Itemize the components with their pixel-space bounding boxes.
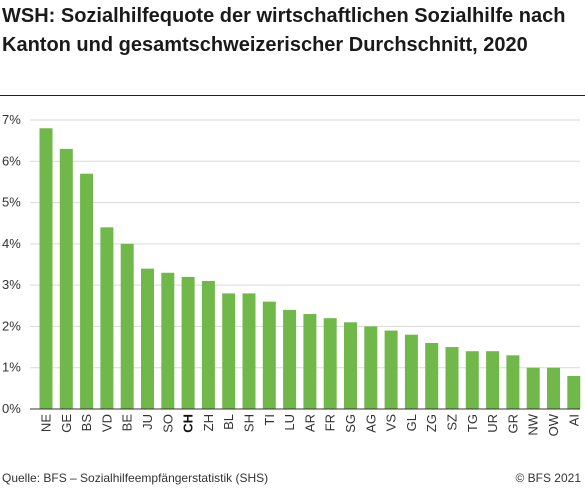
y-tick-label: 6% [2,153,21,168]
bar-bs [80,173,94,409]
x-tick-label: GE [59,414,74,433]
x-tick-label: AR [302,414,317,432]
x-tick-label: GR [505,414,520,434]
x-tick-label: UR [485,414,500,433]
x-tick-label: TG [465,414,480,432]
x-tick-label: JU [140,414,155,430]
bar-fr [323,318,337,409]
x-tick-label: LU [282,414,297,431]
copyright-note: © BFS 2021 [515,471,581,485]
x-tick-label: OW [546,413,561,436]
bar-ti [262,301,276,409]
x-tick-label: AG [363,414,378,433]
bar-ur [486,351,500,409]
x-tick-label: VD [99,414,114,432]
bar-sh [242,293,256,409]
bar-ar [303,314,317,409]
bar-ch [181,276,195,409]
y-tick-label: 7% [2,112,21,127]
x-tick-label: BL [221,414,236,430]
bar-vs [384,330,398,409]
bar-ge [59,148,73,409]
bar-sg [344,322,357,409]
labels: 0% 1% 2% 3% 4% 5% 6% 7% NE GE BS VD BE JU SO CH ZH BL SH TI… [2,112,581,436]
bar-be [120,243,134,409]
bar-zh [201,281,215,409]
bar-lu [283,309,297,409]
bar-gr [506,355,520,409]
y-tick-label: 4% [2,236,21,251]
x-tick-label: BS [79,414,94,432]
x-tick-label: AI [566,414,581,426]
y-tick-label: 0% [2,401,21,416]
x-tick-label: FR [323,414,338,431]
x-tick-label: SG [343,414,358,433]
bar-ju [141,268,154,409]
x-tick-label: BE [120,414,135,432]
chart-title: WSH: Sozialhilfequote der wirtschaftlich… [2,5,566,56]
bar-sz [445,347,459,409]
x-tick-label: SH [242,414,257,432]
x-tick-label: VS [384,414,399,432]
x-tick-label: TI [262,414,277,426]
bar-ne [39,128,53,409]
y-tick-label: 2% [2,318,21,333]
bar-ow [547,367,560,409]
bar-ag [364,326,378,409]
x-tick-label: ZG [424,414,439,432]
bars [39,128,581,409]
x-tick-label: NE [39,414,54,432]
x-tick-label: GL [404,414,419,431]
bar-vd [100,227,114,409]
x-tick-label: ZH [201,414,216,431]
bar-gl [404,334,418,409]
bar-tg [465,351,479,409]
bar-so [161,272,175,409]
x-tick-label: CH [181,414,196,433]
title-divider [0,95,585,96]
bar-nw [526,367,540,409]
y-tick-label: 1% [2,360,21,375]
x-tick-label: SO [160,414,175,433]
bar-ai [567,375,581,409]
source-note: Quelle: BFS – Sozialhilfeempfängerstatis… [2,471,269,485]
x-tick-label: NW [526,413,541,435]
x-tick-label: SZ [445,414,460,431]
bar-zg [425,342,439,409]
bar-bl [222,293,236,409]
y-tick-label: 5% [2,195,21,210]
y-tick-label: 3% [2,277,21,292]
